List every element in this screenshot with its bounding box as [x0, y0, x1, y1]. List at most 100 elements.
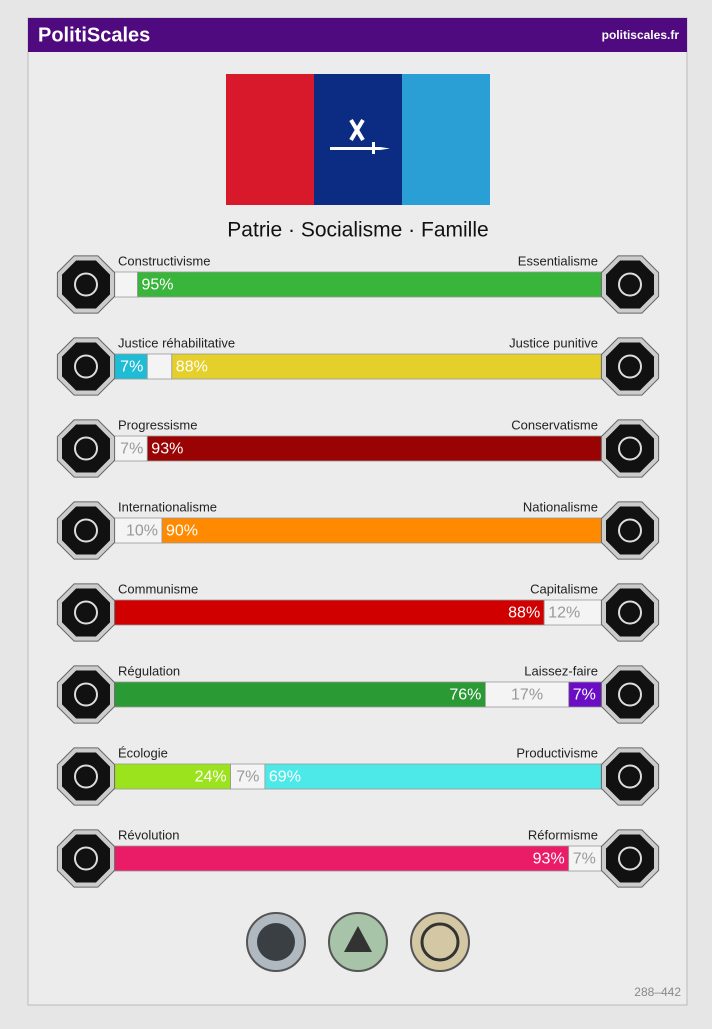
segment-label: 93%	[533, 851, 565, 868]
axis-right-label: Capitalisme	[530, 581, 598, 596]
axis-left-label: Régulation	[118, 663, 180, 678]
axis-icon-symbol	[618, 272, 642, 297]
axis-icon-inner	[606, 670, 654, 719]
segment-label: 69%	[269, 769, 301, 786]
axis-icon-symbol	[618, 354, 642, 379]
axis-icon-symbol	[618, 764, 642, 789]
badge-center	[420, 922, 460, 962]
segment-label: 88%	[508, 605, 540, 622]
axis-right-label: Conservatisme	[511, 417, 598, 432]
segment-label: 7%	[120, 359, 143, 376]
flag-symbol	[349, 118, 365, 142]
axis-icon-inner	[606, 752, 654, 801]
bar-segment	[264, 763, 604, 790]
bar-segment	[146, 353, 173, 380]
flag-sword	[330, 147, 380, 150]
footer-code: 288–442	[634, 985, 681, 999]
axis-left-label: Communisme	[118, 581, 198, 596]
bar-segment	[568, 845, 604, 872]
axis-icon-symbol	[74, 436, 98, 461]
segment-label: 7%	[573, 687, 596, 704]
axis-right-label: Réformisme	[528, 827, 598, 842]
segment-label: 88%	[176, 359, 208, 376]
axis-left-label: Constructivisme	[118, 253, 210, 268]
axis-left-label: Internationalisme	[118, 499, 217, 514]
axis-icon-symbol	[74, 846, 98, 871]
axis-left-label: Justice réhabilitative	[118, 335, 235, 350]
flag-stripe	[402, 74, 490, 205]
segment-label: 90%	[166, 523, 198, 540]
badge	[410, 912, 470, 972]
bar-segment	[146, 435, 604, 462]
bar-segment	[112, 845, 570, 872]
bar-segment	[112, 763, 231, 790]
bar-segment	[112, 435, 148, 462]
segment-label: 10%	[126, 523, 158, 540]
segment-label: 93%	[151, 441, 183, 458]
header-title: PolitiScales	[38, 24, 150, 46]
bar-segment	[171, 353, 604, 380]
bar-segment	[543, 599, 604, 626]
flag-stripe	[226, 74, 314, 205]
axis-icon-symbol	[74, 600, 98, 625]
segment-label: 12%	[548, 605, 580, 622]
axis-right-label: Productivisme	[516, 745, 598, 760]
segment-label: 24%	[195, 769, 227, 786]
slogan: Patrie · Socialisme · Famille	[227, 219, 488, 242]
flag	[226, 74, 490, 205]
axis-right-label: Essentialisme	[518, 253, 598, 268]
axis-right-label: Laissez-faire	[524, 663, 598, 678]
axis-icon-symbol	[618, 600, 642, 625]
badges	[246, 912, 470, 972]
segment-label: 7%	[573, 851, 596, 868]
axis-icon-inner	[62, 834, 110, 883]
axis-left-label: Écologie	[118, 745, 168, 760]
axis-icon-inner	[62, 424, 110, 473]
badge-center	[257, 923, 295, 961]
axis-icon-inner	[606, 424, 654, 473]
segment-label: 7%	[120, 441, 143, 458]
segment-label: 17%	[511, 687, 543, 704]
axis-icon-symbol	[618, 846, 642, 871]
axis-right-label: Nationalisme	[523, 499, 598, 514]
axis-icon-symbol	[74, 272, 98, 297]
bar-segment	[137, 271, 604, 298]
axis-icon-symbol	[74, 354, 98, 379]
bar-segment	[112, 681, 486, 708]
axis-icon-symbol	[618, 518, 642, 543]
axis-left-label: Progressisme	[118, 417, 197, 432]
axis-icon-inner	[62, 752, 110, 801]
badge-center	[344, 926, 372, 952]
axis-icon-inner	[606, 834, 654, 883]
axis-icon-inner	[62, 588, 110, 637]
flag-stripe	[314, 74, 402, 205]
axis-icon-symbol	[618, 436, 642, 461]
bar-segment	[161, 517, 604, 544]
segment-label: 76%	[449, 687, 481, 704]
bar-segment	[112, 599, 545, 626]
flag-sword-guard	[372, 142, 375, 154]
axis-icon-inner	[606, 506, 654, 555]
axis-icon-inner	[606, 260, 654, 309]
axis-right-label: Justice punitive	[509, 335, 598, 350]
axis-icon-symbol	[74, 518, 98, 543]
axis-icon-inner	[62, 260, 110, 309]
bar-segment	[484, 681, 570, 708]
header-site[interactable]: politiscales.fr	[602, 28, 680, 42]
axis-icon-inner	[606, 588, 654, 637]
flag-sword-tip	[380, 147, 390, 150]
axes: Constructivisme Essentialisme 95% Justice r…	[56, 253, 660, 888]
bar-segment	[112, 271, 138, 298]
header-bar	[28, 18, 687, 52]
segment-label: 7%	[236, 769, 259, 786]
axis-icon-inner	[62, 670, 110, 719]
axis-icon-symbol	[74, 682, 98, 707]
axis-left-label: Révolution	[118, 827, 179, 842]
axis-icon-inner	[62, 342, 110, 391]
axis-icon-inner	[62, 506, 110, 555]
axis-icon-symbol	[618, 682, 642, 707]
axis-icon-inner	[606, 342, 654, 391]
segment-label: 95%	[142, 277, 174, 294]
